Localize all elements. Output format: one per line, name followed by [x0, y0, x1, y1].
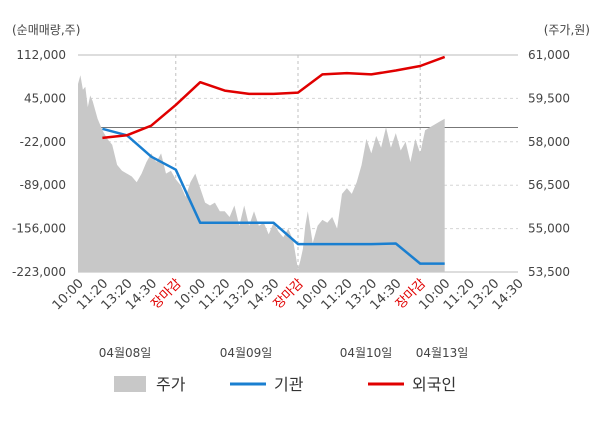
left-tick-label: -89,000 — [20, 178, 66, 192]
legend-label-foreigner: 외국인 — [412, 375, 456, 394]
date-label: 04월08일 — [99, 346, 152, 360]
foreigner-line — [102, 55, 446, 140]
legend-label-institution: 기관 — [274, 375, 304, 394]
legend-label-price: 주가 — [156, 375, 186, 394]
date-label: 04월09일 — [220, 346, 273, 360]
left-tick-label: -156,000 — [12, 222, 66, 236]
left-tick-label: -22,000 — [20, 135, 66, 149]
price-area — [78, 75, 445, 272]
right-tick-label: 59,500 — [528, 91, 570, 105]
left-tick-label: 45,000 — [24, 91, 66, 105]
right-tick-label: 58,000 — [528, 135, 570, 149]
date-label: 04월10일 — [340, 346, 393, 360]
right-tick-label: 61,000 — [528, 48, 570, 62]
left-tick-label: -223,000 — [12, 265, 66, 279]
date-label: 04월13일 — [416, 346, 469, 360]
right-tick-label: 53,500 — [528, 265, 570, 279]
right-tick-label: 55,000 — [528, 222, 570, 236]
left-tick-label: 112,000 — [16, 48, 66, 62]
right-axis-unit: (주가,원) — [544, 23, 590, 37]
institution-line — [102, 127, 445, 265]
left-axis-unit: (순매매량,주) — [12, 23, 80, 37]
right-tick-label: 56,500 — [528, 178, 570, 192]
legend-swatch-price — [114, 376, 146, 392]
